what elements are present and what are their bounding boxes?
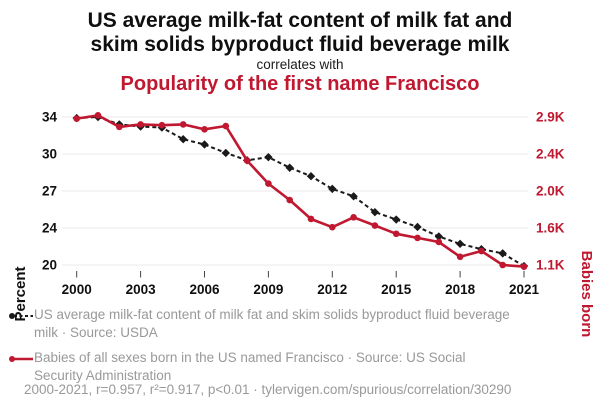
data-point-circle xyxy=(456,253,464,261)
x-axis-tick-label: 2000 xyxy=(62,282,92,297)
data-point-circle xyxy=(371,222,379,229)
data-point-circle xyxy=(243,157,251,164)
left-axis-tick: 30 xyxy=(42,147,57,162)
left-axis-tick: 20 xyxy=(42,258,57,273)
data-point-diamond xyxy=(328,184,337,194)
data-point-circle xyxy=(158,121,166,129)
stats-footer: 2000-2021, r=0.957, r²=0.917, p<0.01 · t… xyxy=(24,382,512,397)
red-solid-line-icon xyxy=(9,356,33,363)
left-axis-tick: 24 xyxy=(42,221,58,236)
data-point-circle xyxy=(222,122,230,130)
chart-subtitle: Popularity of the first name Francisco xyxy=(120,73,480,95)
gridlines: 34 2.9K 30 2.4K 27 2.0K 24 1.6K 20 1.1K xyxy=(42,110,565,273)
data-point-diamond xyxy=(179,135,188,144)
plot-area: 34 2.9K 30 2.4K 27 2.0K 24 1.6K 20 1.1K 2000 2003 20… xyxy=(0,104,600,338)
legend-label-milk-fat: US average milk-fat content of milk fat … xyxy=(34,307,510,341)
x-axis-tick-label: 2003 xyxy=(126,282,157,297)
data-point-circle xyxy=(520,263,528,270)
data-point-diamond xyxy=(221,148,230,158)
x-axis-tick-label: 2021 xyxy=(509,282,540,297)
data-point-diamond xyxy=(455,239,465,249)
right-axis-tick: 2.4K xyxy=(536,147,565,162)
right-axis-tick: 2.9K xyxy=(536,110,565,125)
data-point-diamond xyxy=(349,192,358,201)
data-point-circle xyxy=(94,112,102,119)
data-point-diamond xyxy=(200,140,209,149)
data-point-circle xyxy=(201,126,208,133)
black-dashed-line-icon xyxy=(9,313,33,319)
data-point-circle xyxy=(265,180,272,187)
x-axis-tick-label: 2018 xyxy=(445,282,476,297)
data-point-diamond xyxy=(498,249,507,258)
data-point-diamond xyxy=(370,207,380,217)
data-point-diamond xyxy=(285,163,294,172)
legend-item-francisco: Babies of all sexes born in the US named… xyxy=(8,349,592,385)
data-point-circle xyxy=(350,214,357,221)
x-axis-tick-label: 2012 xyxy=(317,282,347,297)
legend: US average milk-fat content of milk fat … xyxy=(8,306,592,392)
x-axis-tick-label: 2015 xyxy=(381,282,412,297)
data-point-diamond xyxy=(306,172,316,181)
chart-title: US average milk-fat content of milk fat … xyxy=(87,9,513,56)
data-point-circle xyxy=(286,196,294,204)
legend-label-francisco: Babies of all sexes born in the US named… xyxy=(34,350,466,384)
series-milk-fat-line xyxy=(72,112,529,271)
data-point-circle xyxy=(179,121,187,128)
data-point-circle xyxy=(329,223,336,231)
data-point-diamond xyxy=(392,215,401,224)
legend-item-milk-fat: US average milk-fat content of milk fat … xyxy=(8,306,592,342)
x-axis-tick-label: 2006 xyxy=(189,282,220,297)
correlates-with-text: correlates with xyxy=(256,57,344,72)
data-point-circle xyxy=(116,123,123,131)
data-point-diamond xyxy=(264,152,273,162)
right-axis-tick: 1.6K xyxy=(536,221,565,236)
data-point-circle xyxy=(478,247,485,255)
data-point-circle xyxy=(307,215,315,223)
data-point-diamond xyxy=(434,232,443,241)
x-axis-tick-label: 2009 xyxy=(253,282,283,297)
data-point-circle xyxy=(414,234,421,242)
series-francisco-line xyxy=(73,112,528,270)
right-axis-tick: 2.0K xyxy=(536,184,565,199)
left-axis-tick: 27 xyxy=(42,184,57,199)
right-axis-tick: 1.1K xyxy=(536,258,565,273)
data-point-diamond xyxy=(413,222,422,232)
data-point-circle xyxy=(499,261,507,269)
data-point-circle xyxy=(73,115,80,122)
data-point-circle xyxy=(392,230,400,238)
data-point-circle xyxy=(137,121,144,128)
left-axis-tick: 34 xyxy=(42,110,58,125)
data-point-circle xyxy=(435,238,443,246)
x-axis-ticks: 2000 2003 2006 2009 2012 2015 2018 2021 xyxy=(62,271,540,297)
